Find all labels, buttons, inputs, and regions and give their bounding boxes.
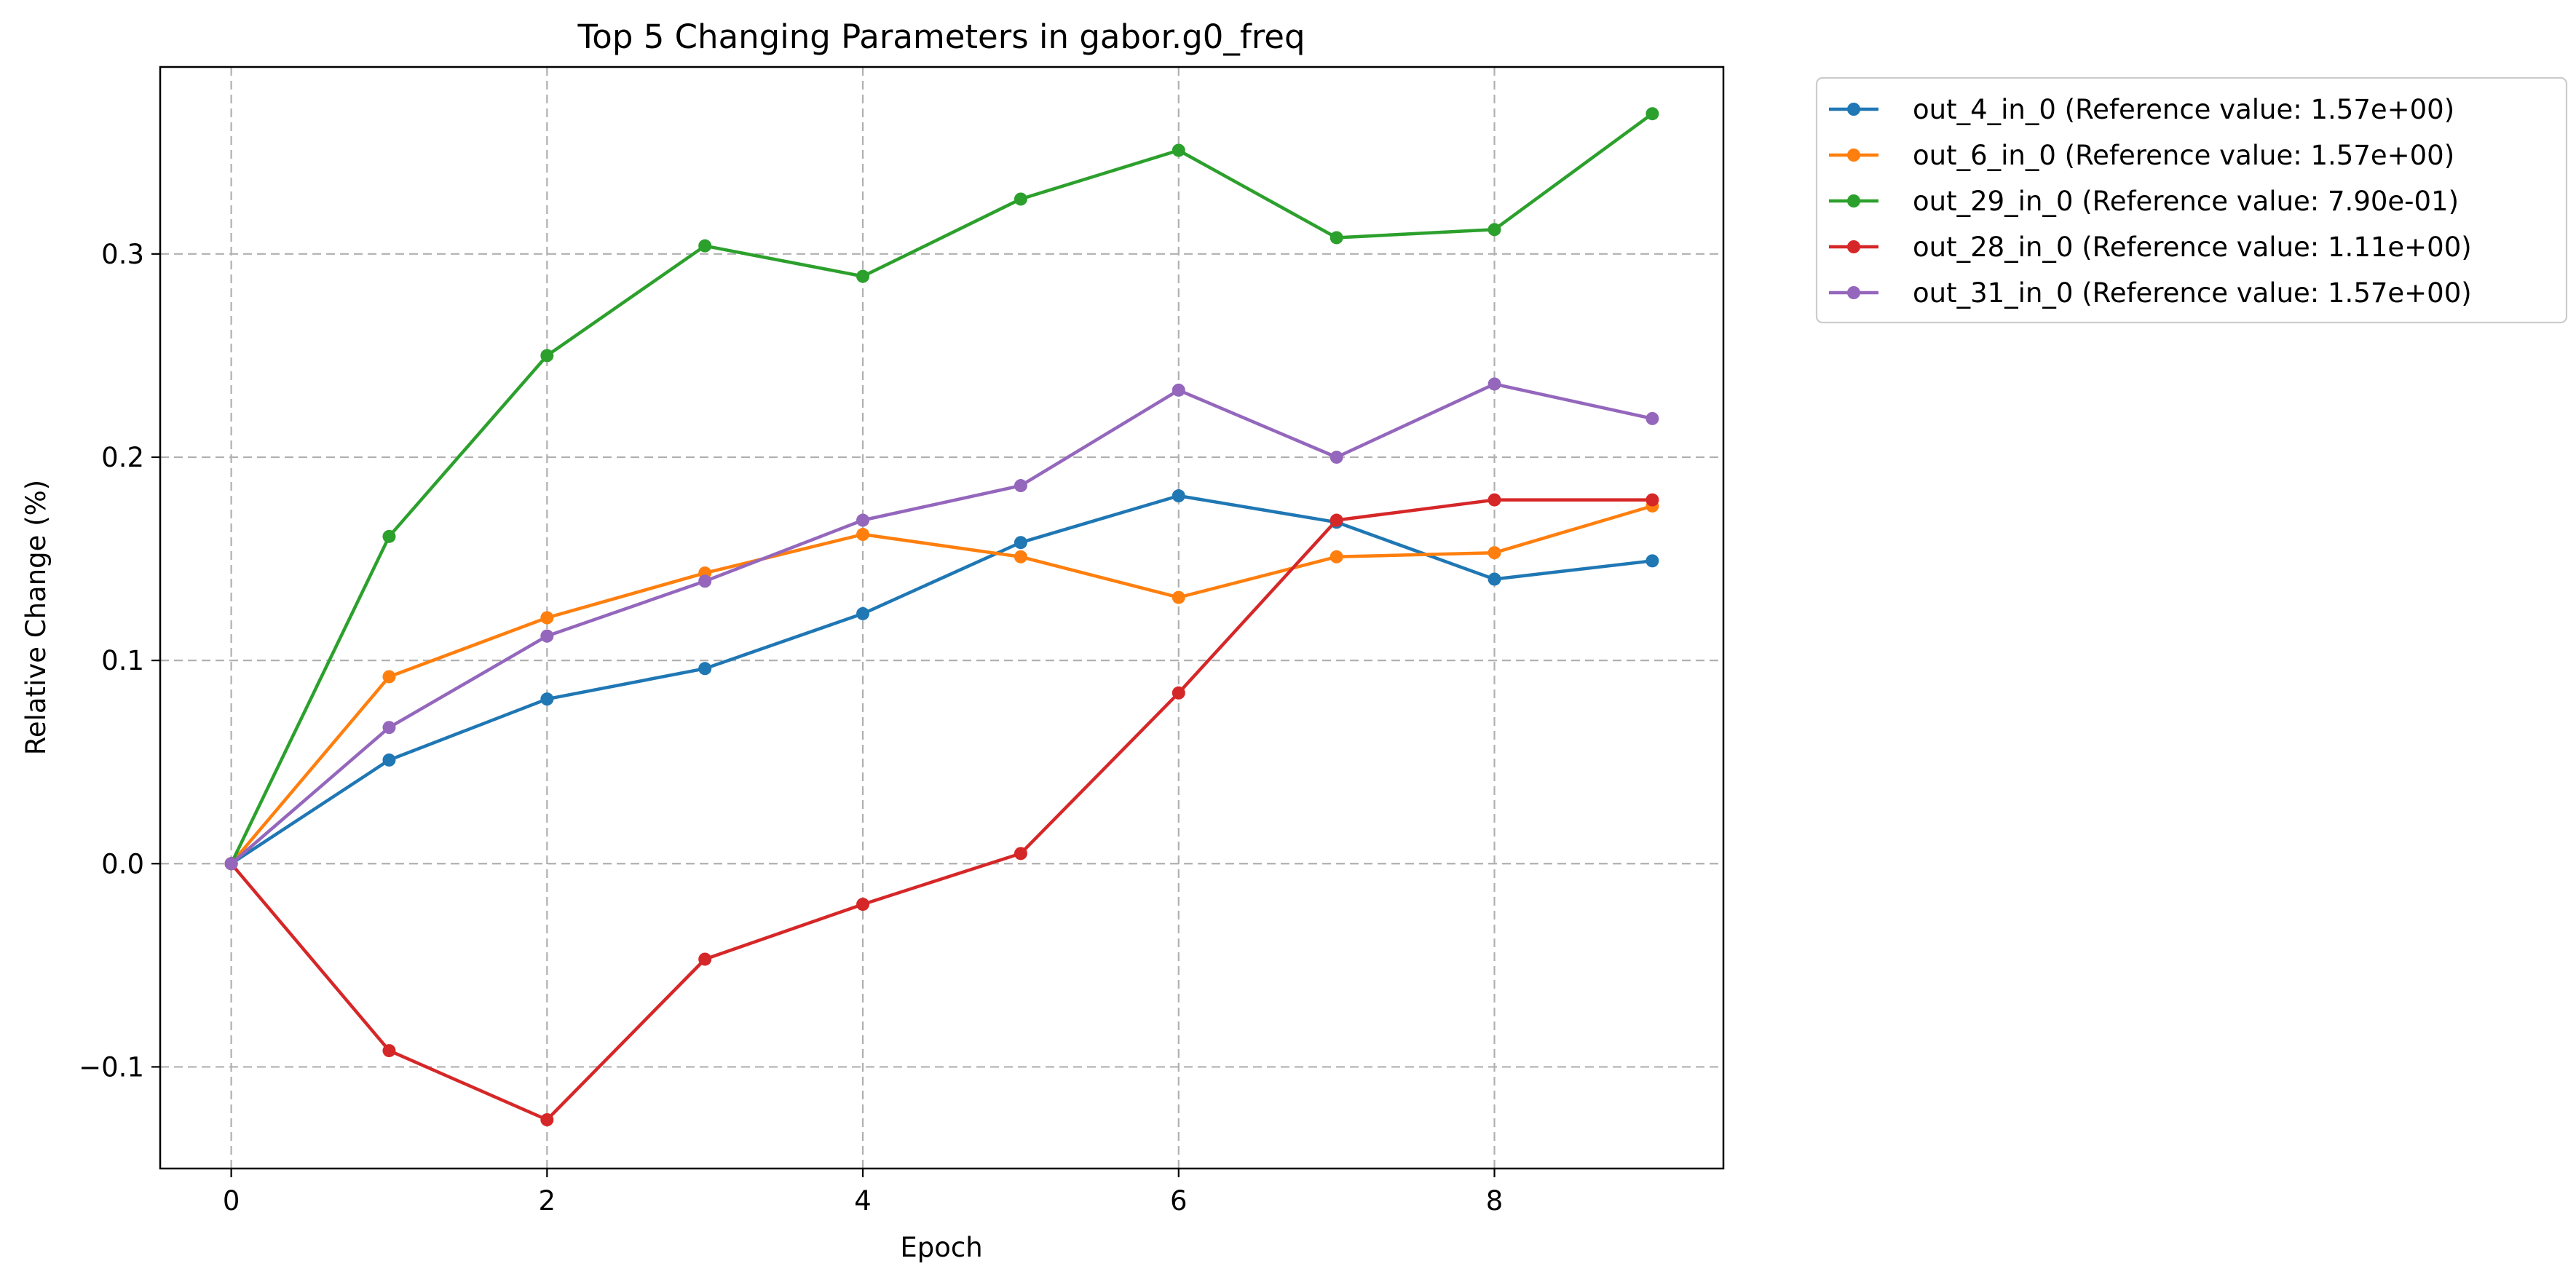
data-point: [1645, 493, 1659, 507]
series-2: [224, 107, 1659, 871]
legend-frame: [1815, 76, 2568, 324]
data-point: [382, 753, 396, 767]
series-line: [229, 504, 1654, 865]
data-point: [1014, 847, 1027, 861]
data-point: [1330, 513, 1343, 527]
data-point: [1487, 377, 1501, 391]
data-point: [540, 1113, 554, 1127]
x-tick-label: 8: [1486, 1185, 1504, 1217]
data-point: [1014, 536, 1027, 550]
series-4: [224, 377, 1659, 871]
data-point: [1330, 231, 1343, 245]
legend: out_4_in_0 (Reference value: 1.57e+00) ou…: [1815, 76, 2568, 324]
data-point: [698, 239, 712, 253]
legend-label: out_28_in_0 (Reference value: 1.11e+00): [1913, 232, 2472, 263]
plot-frame: [159, 66, 1725, 1170]
data-point: [856, 606, 870, 620]
series-group: [224, 107, 1659, 1127]
series-line: [229, 498, 1653, 1122]
data-point: [1645, 554, 1659, 568]
legend-item: out_28_in_0 (Reference value: 1.11e+00): [1829, 232, 2472, 263]
data-point: [1645, 411, 1659, 425]
legend-label: out_4_in_0 (Reference value: 1.57e+00): [1913, 94, 2454, 125]
data-point: [1487, 572, 1501, 586]
y-tick-label: 0.1: [101, 645, 144, 676]
series-line: [230, 494, 1653, 866]
data-point: [856, 898, 870, 912]
chart-title: Top 5 Changing Parameters in gabor.g0_fr…: [577, 17, 1305, 56]
data-point: [1172, 143, 1185, 157]
data-point: [856, 269, 870, 283]
data-point: [540, 629, 554, 643]
data-point: [1487, 493, 1501, 507]
legend-item: out_6_in_0 (Reference value: 1.57e+00): [1829, 140, 2454, 171]
x-tick-label: 2: [539, 1185, 556, 1217]
y-tick-label: 0.0: [101, 848, 144, 879]
legend-item: out_31_in_0 (Reference value: 1.57e+00): [1829, 277, 2472, 309]
data-point: [1330, 450, 1343, 464]
x-tick-label: 0: [223, 1185, 240, 1217]
y-tick-label: 0.3: [101, 239, 144, 270]
data-point: [1172, 590, 1185, 604]
data-point: [540, 349, 554, 363]
data-point: [698, 662, 712, 676]
data-point: [1014, 192, 1027, 206]
data-point: [698, 574, 712, 588]
legend-swatch-marker: [1847, 286, 1860, 299]
data-point: [1487, 223, 1501, 237]
y-axis-title: Relative Change (%): [20, 480, 52, 755]
legend-swatch-marker: [1847, 103, 1860, 116]
data-point: [856, 513, 870, 527]
legend-item: out_4_in_0 (Reference value: 1.57e+00): [1829, 94, 2454, 125]
legend-swatch-marker: [1847, 194, 1860, 207]
legend-label: out_31_in_0 (Reference value: 1.57e+00): [1913, 277, 2472, 309]
data-point: [540, 692, 554, 706]
legend-label: out_29_in_0 (Reference value: 7.90e-01): [1913, 186, 2459, 217]
x-axis-title: Epoch: [900, 1232, 982, 1263]
x-tick-label: 6: [1170, 1185, 1188, 1217]
series-line: [230, 382, 1653, 866]
data-point: [224, 857, 238, 871]
legend-swatch-marker: [1847, 149, 1860, 162]
legend-label: out_6_in_0 (Reference value: 1.57e+00): [1913, 140, 2454, 171]
data-point: [1330, 550, 1343, 564]
series-line: [229, 112, 1654, 865]
data-point: [382, 670, 396, 684]
x-tick-label: 4: [854, 1185, 872, 1217]
data-point: [1172, 489, 1185, 503]
legend-swatch-marker: [1847, 240, 1860, 253]
data-point: [1014, 479, 1027, 493]
data-point: [856, 528, 870, 542]
data-point: [1172, 686, 1185, 700]
axis-ticks: 0 2 4 6 8 −0.1 0.0 0.1 0.2 0.3: [79, 239, 1503, 1217]
y-tick-label: −0.1: [79, 1051, 144, 1083]
grid: [160, 67, 1723, 1169]
data-point: [1172, 383, 1185, 397]
data-point: [540, 611, 554, 625]
legend-item: out_29_in_0 (Reference value: 7.90e-01): [1829, 186, 2459, 217]
data-point: [382, 1044, 396, 1058]
data-point: [382, 721, 396, 735]
data-point: [1487, 546, 1501, 560]
data-point: [1645, 107, 1659, 121]
data-point: [1014, 550, 1027, 564]
data-point: [698, 952, 712, 966]
data-point: [382, 529, 396, 543]
y-tick-label: 0.2: [101, 442, 144, 473]
